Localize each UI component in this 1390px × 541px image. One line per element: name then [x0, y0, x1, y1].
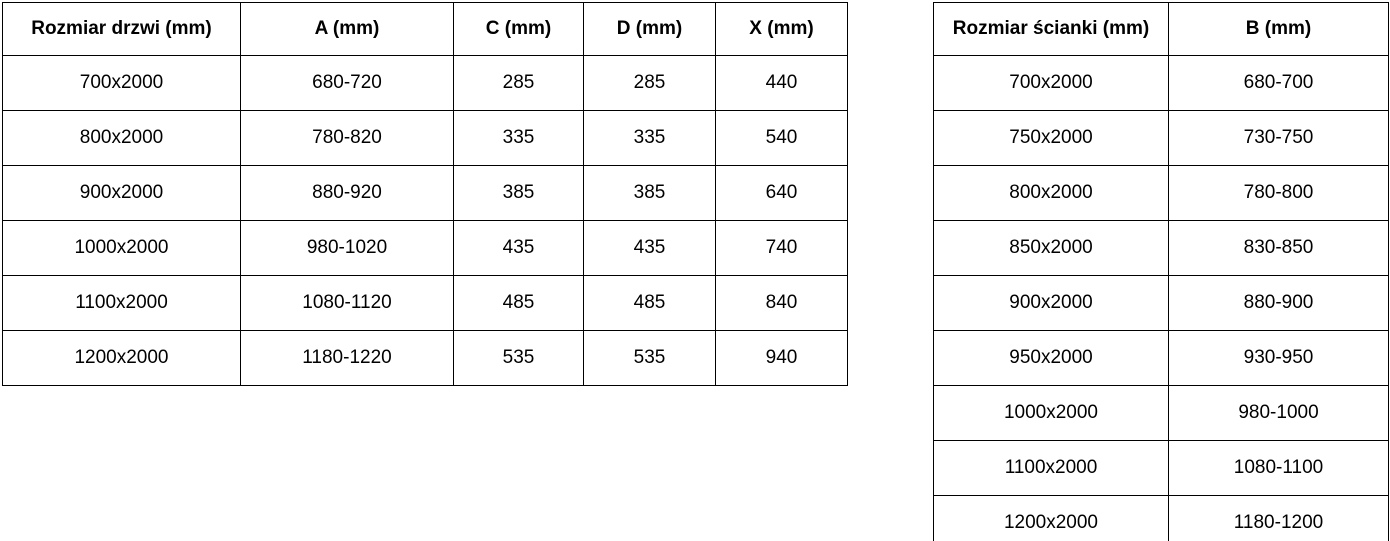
dim-x-cell: 440 — [715, 55, 848, 111]
wall-size-cell: 800x2000 — [933, 165, 1169, 221]
dim-a-cell: 880-920 — [240, 165, 454, 221]
dim-a-cell: 680-720 — [240, 55, 454, 111]
table-row: 700x2000 680-720 285 285 440 — [2, 55, 848, 111]
dim-a-cell: 780-820 — [240, 110, 454, 166]
dim-d-cell: 285 — [583, 55, 716, 111]
dim-x-cell: 740 — [715, 220, 848, 276]
column-header-b: B (mm) — [1168, 2, 1389, 56]
table-row: 1000x2000 980-1020 435 435 740 — [2, 220, 848, 276]
column-header-c: C (mm) — [453, 2, 584, 56]
door-size-cell: 1000x2000 — [2, 220, 241, 276]
dim-x-cell: 940 — [715, 330, 848, 386]
wall-size-cell: 1200x2000 — [933, 495, 1169, 541]
dim-x-cell: 640 — [715, 165, 848, 221]
dim-a-cell: 980-1020 — [240, 220, 454, 276]
table-row: 700x2000 680-700 — [933, 55, 1389, 111]
dim-c-cell: 535 — [453, 330, 584, 386]
wall-size-cell: 850x2000 — [933, 220, 1169, 276]
wall-size-cell: 750x2000 — [933, 110, 1169, 166]
table-row: 900x2000 880-900 — [933, 275, 1389, 331]
wall-size-cell: 1000x2000 — [933, 385, 1169, 441]
table-row: 900x2000 880-920 385 385 640 — [2, 165, 848, 221]
dim-b-cell: 780-800 — [1168, 165, 1389, 221]
wall-size-cell: 900x2000 — [933, 275, 1169, 331]
dim-c-cell: 285 — [453, 55, 584, 111]
dim-b-cell: 880-900 — [1168, 275, 1389, 331]
walls-header-row: Rozmiar ścianki (mm) B (mm) — [933, 2, 1389, 56]
doors-size-table: Rozmiar drzwi (mm) A (mm) C (mm) D (mm) … — [2, 2, 848, 386]
dim-b-cell: 830-850 — [1168, 220, 1389, 276]
door-size-cell: 1200x2000 — [2, 330, 241, 386]
dim-d-cell: 385 — [583, 165, 716, 221]
dim-d-cell: 335 — [583, 110, 716, 166]
dim-d-cell: 535 — [583, 330, 716, 386]
dim-a-cell: 1080-1120 — [240, 275, 454, 331]
door-size-cell: 900x2000 — [2, 165, 241, 221]
table-row: 1100x2000 1080-1100 — [933, 440, 1389, 496]
dim-c-cell: 335 — [453, 110, 584, 166]
dim-a-cell: 1180-1220 — [240, 330, 454, 386]
dim-c-cell: 435 — [453, 220, 584, 276]
dim-b-cell: 980-1000 — [1168, 385, 1389, 441]
dim-b-cell: 1080-1100 — [1168, 440, 1389, 496]
dim-d-cell: 485 — [583, 275, 716, 331]
column-header-rozmiar-scianki: Rozmiar ścianki (mm) — [933, 2, 1169, 56]
dim-b-cell: 1180-1200 — [1168, 495, 1389, 541]
table-row: 1200x2000 1180-1220 535 535 940 — [2, 330, 848, 386]
wall-panel-size-table: Rozmiar ścianki (mm) B (mm) 700x2000 680… — [933, 2, 1389, 541]
column-header-rozmiar-drzwi: Rozmiar drzwi (mm) — [2, 2, 241, 56]
dim-c-cell: 485 — [453, 275, 584, 331]
door-size-cell: 700x2000 — [2, 55, 241, 111]
door-size-cell: 800x2000 — [2, 110, 241, 166]
column-header-x: X (mm) — [715, 2, 848, 56]
column-header-a: A (mm) — [240, 2, 454, 56]
table-row: 950x2000 930-950 — [933, 330, 1389, 386]
dim-b-cell: 730-750 — [1168, 110, 1389, 166]
table-row: 850x2000 830-850 — [933, 220, 1389, 276]
wall-size-cell: 1100x2000 — [933, 440, 1169, 496]
wall-size-cell: 950x2000 — [933, 330, 1169, 386]
dim-x-cell: 840 — [715, 275, 848, 331]
column-header-d: D (mm) — [583, 2, 716, 56]
table-row: 800x2000 780-800 — [933, 165, 1389, 221]
door-size-cell: 1100x2000 — [2, 275, 241, 331]
table-row: 750x2000 730-750 — [933, 110, 1389, 166]
doors-header-row: Rozmiar drzwi (mm) A (mm) C (mm) D (mm) … — [2, 2, 848, 56]
table-row: 1100x2000 1080-1120 485 485 840 — [2, 275, 848, 331]
dim-x-cell: 540 — [715, 110, 848, 166]
table-row: 1200x2000 1180-1200 — [933, 495, 1389, 541]
wall-size-cell: 700x2000 — [933, 55, 1169, 111]
table-row: 800x2000 780-820 335 335 540 — [2, 110, 848, 166]
dim-c-cell: 385 — [453, 165, 584, 221]
dim-d-cell: 435 — [583, 220, 716, 276]
table-row: 1000x2000 980-1000 — [933, 385, 1389, 441]
dim-b-cell: 680-700 — [1168, 55, 1389, 111]
dim-b-cell: 930-950 — [1168, 330, 1389, 386]
